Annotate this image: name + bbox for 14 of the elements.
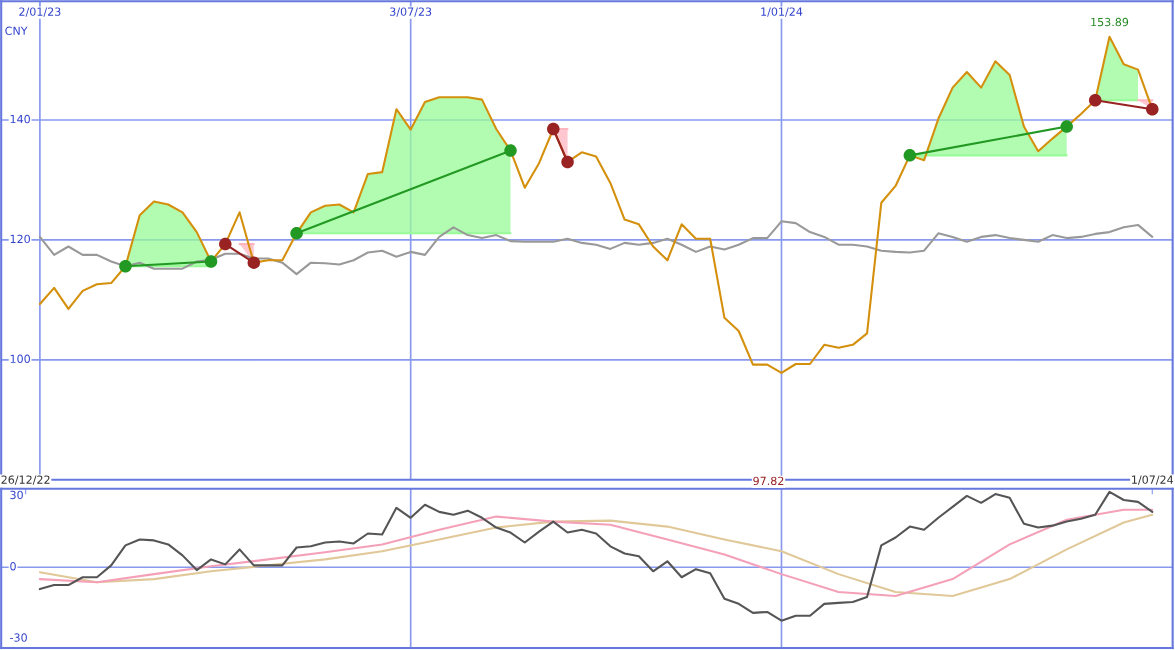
y-tick-label: 140 (10, 114, 30, 124)
y-tick-label: 120 (10, 234, 30, 244)
y-tick-label: -30 (10, 633, 27, 642)
y-tick-label: 100 (10, 354, 30, 364)
y-tick-label: 0 (10, 562, 16, 571)
y-tick-label: 30 (10, 490, 23, 500)
x-tick-label: 26/12/22 (1, 475, 50, 485)
x-tick-label: 3/07/23 (390, 7, 432, 17)
x-tick-label: 1/07/24 (1132, 475, 1174, 485)
x-tick-label: 2/01/23 (19, 7, 61, 17)
annotation: 153.89 (1091, 17, 1129, 27)
y-axis-title: CNY (5, 26, 28, 36)
x-tick-label: 1/01/24 (761, 7, 803, 17)
annotation: 97.82 (753, 476, 784, 486)
